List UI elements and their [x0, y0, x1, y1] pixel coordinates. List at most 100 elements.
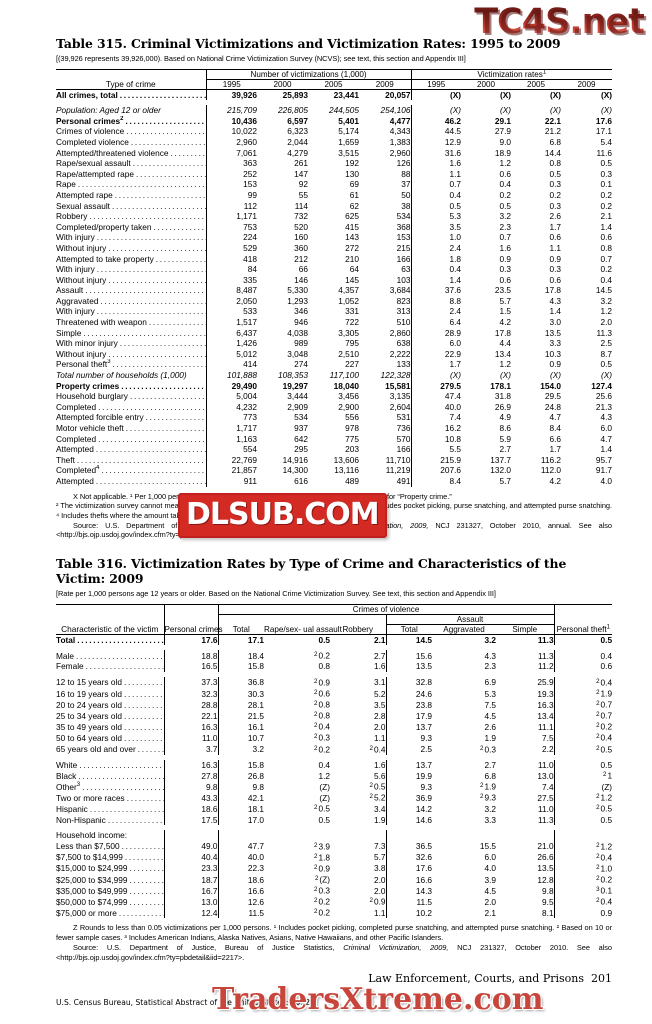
cell-value: 0.5: [600, 359, 612, 370]
cell-value: 4.5: [484, 710, 496, 721]
cell-value: 40.4: [163, 851, 218, 863]
row-label: Motor vehicle theft: [56, 423, 206, 434]
cell-value: 20.5: [314, 803, 330, 814]
cell-value: 14,916: [282, 454, 308, 465]
cell-value: 154.0: [540, 380, 561, 391]
cell-value: 2.1: [484, 907, 496, 918]
cell-value: 153: [396, 232, 411, 243]
table-row: Personal crimes210,436 6,597 5,401 4,47746.…: [56, 115, 612, 127]
cell-value: 21,857: [205, 465, 257, 476]
cell-value: 21.9: [480, 781, 496, 792]
row-label: Hispanic: [56, 803, 164, 814]
cell-value: 4,357: [338, 285, 359, 296]
cell-value: 13,606: [333, 454, 359, 465]
cell-value: 29.3: [480, 792, 496, 803]
cell-value: 11.3: [537, 634, 554, 645]
cell-value: 11.3: [538, 650, 554, 661]
cell-value: 64: [349, 264, 359, 275]
table-row: Hispanic18.618.120.53.414.23.211.020.5: [56, 803, 613, 815]
cell-value: 18,040: [333, 380, 359, 391]
cell-value: 166: [396, 444, 411, 455]
cell-value: 26.6: [537, 852, 554, 863]
cell-value: 3.2: [217, 743, 264, 755]
cell-value: 0.9: [549, 359, 561, 370]
cell-value: 20,057: [385, 89, 411, 100]
cell-value: 10,436: [205, 115, 257, 127]
cell-value: 30.1: [553, 885, 613, 897]
table-315-stub-header: Type of crime: [105, 78, 156, 89]
table-315-col-1995b: 1995: [410, 79, 461, 90]
cell-value: (X): [549, 105, 561, 116]
cell-value: 22.1: [544, 115, 561, 126]
row-label: Attempted/threatened violence: [56, 148, 206, 159]
cell-value: (Z): [553, 781, 613, 793]
cell-value: 32.6: [385, 851, 432, 863]
cell-value: 6.8: [484, 770, 496, 781]
cell-value: 16.3: [163, 759, 218, 771]
cell-value: 0.3: [549, 264, 561, 275]
table-row: Total number of households (1,000) 101,88…: [56, 370, 612, 381]
cell-value: 2.6: [484, 721, 496, 732]
table-316-col-simple: Simple: [512, 624, 538, 634]
cell-value: 5.5: [410, 444, 461, 455]
cell-value: 2,900: [338, 401, 359, 412]
table-row: Non-Hispanic17.517.00.51.914.63.311.30.5: [56, 814, 613, 826]
cell-value: 1.0: [410, 232, 461, 243]
cell-value: 137.7: [490, 454, 511, 465]
table-316-col-assault-total: Total: [385, 624, 432, 635]
cell-value: 520: [294, 221, 308, 232]
cell-value: 20.2: [314, 650, 330, 661]
table-row: With injury533 346 331 3132.4 1.5 1.4 1.2: [56, 306, 612, 318]
table-315-col-2009a: 2009: [375, 79, 394, 89]
cell-value: 1.2: [499, 359, 511, 370]
row-label: With injury: [56, 232, 206, 243]
cell-value: 823: [396, 295, 411, 306]
table-row: $7,500 to $14,99940.440.0 21.8 5.732.6 6.0 2…: [56, 851, 613, 863]
cell-value: 36.8: [217, 676, 264, 689]
row-label: White: [56, 760, 164, 771]
cell-value: 0.4: [600, 274, 612, 285]
cell-value: 736: [396, 423, 411, 433]
row-label: 50 to 64 years old: [56, 732, 164, 743]
cell-value: 203: [345, 444, 359, 455]
cell-value: [163, 830, 218, 841]
cell-value: 18.1: [217, 803, 264, 815]
cell-value: 2.0: [373, 885, 386, 896]
cell-value: 13.5: [385, 661, 432, 672]
cell-value: 13.5: [544, 327, 561, 338]
cell-value: 20.4: [369, 744, 386, 755]
cell-value: 2,044: [287, 136, 308, 147]
cell-value: (Z): [319, 781, 330, 792]
cell-value: 23.8: [385, 699, 432, 711]
cell-value: 2,604: [389, 401, 411, 412]
cell-value: 25.2: [369, 792, 386, 803]
cell-value: 335: [205, 274, 257, 286]
cell-value: 1,659: [338, 136, 359, 147]
cell-value: 2.8: [373, 710, 386, 721]
cell-value: 147: [294, 168, 308, 179]
cell-value: 23.3: [163, 862, 218, 875]
table-row: Black27.826.8 1.2 5.619.9 6.8 13.021: [56, 770, 613, 782]
cell-value: 2,909: [287, 401, 308, 412]
cell-value: 11,219: [385, 465, 411, 476]
cell-value: 14.2: [385, 803, 432, 815]
cell-value: 946: [294, 317, 308, 328]
cell-value: 534: [396, 211, 411, 222]
cell-value: 28.8: [163, 699, 218, 711]
cell-value: 1,052: [338, 295, 359, 306]
cell-value: 16.2: [410, 423, 461, 434]
cell-value: 178.1: [490, 380, 511, 391]
cell-value: 17.0: [217, 814, 264, 826]
cell-value: (X): [410, 89, 461, 101]
cell-value: 32.3: [163, 688, 218, 700]
cell-value: 27.5: [537, 792, 554, 803]
cell-value: 50: [401, 189, 411, 200]
cell-value: 15,581: [385, 380, 411, 391]
cell-value: 3.3: [484, 814, 496, 825]
cell-value: 37.3: [163, 676, 218, 689]
table-316-stub-header: Characteristic of the victim: [61, 623, 159, 634]
table-row: 16 to 19 years old32.330.3 20.6 5.224.6 5.3…: [56, 688, 613, 700]
